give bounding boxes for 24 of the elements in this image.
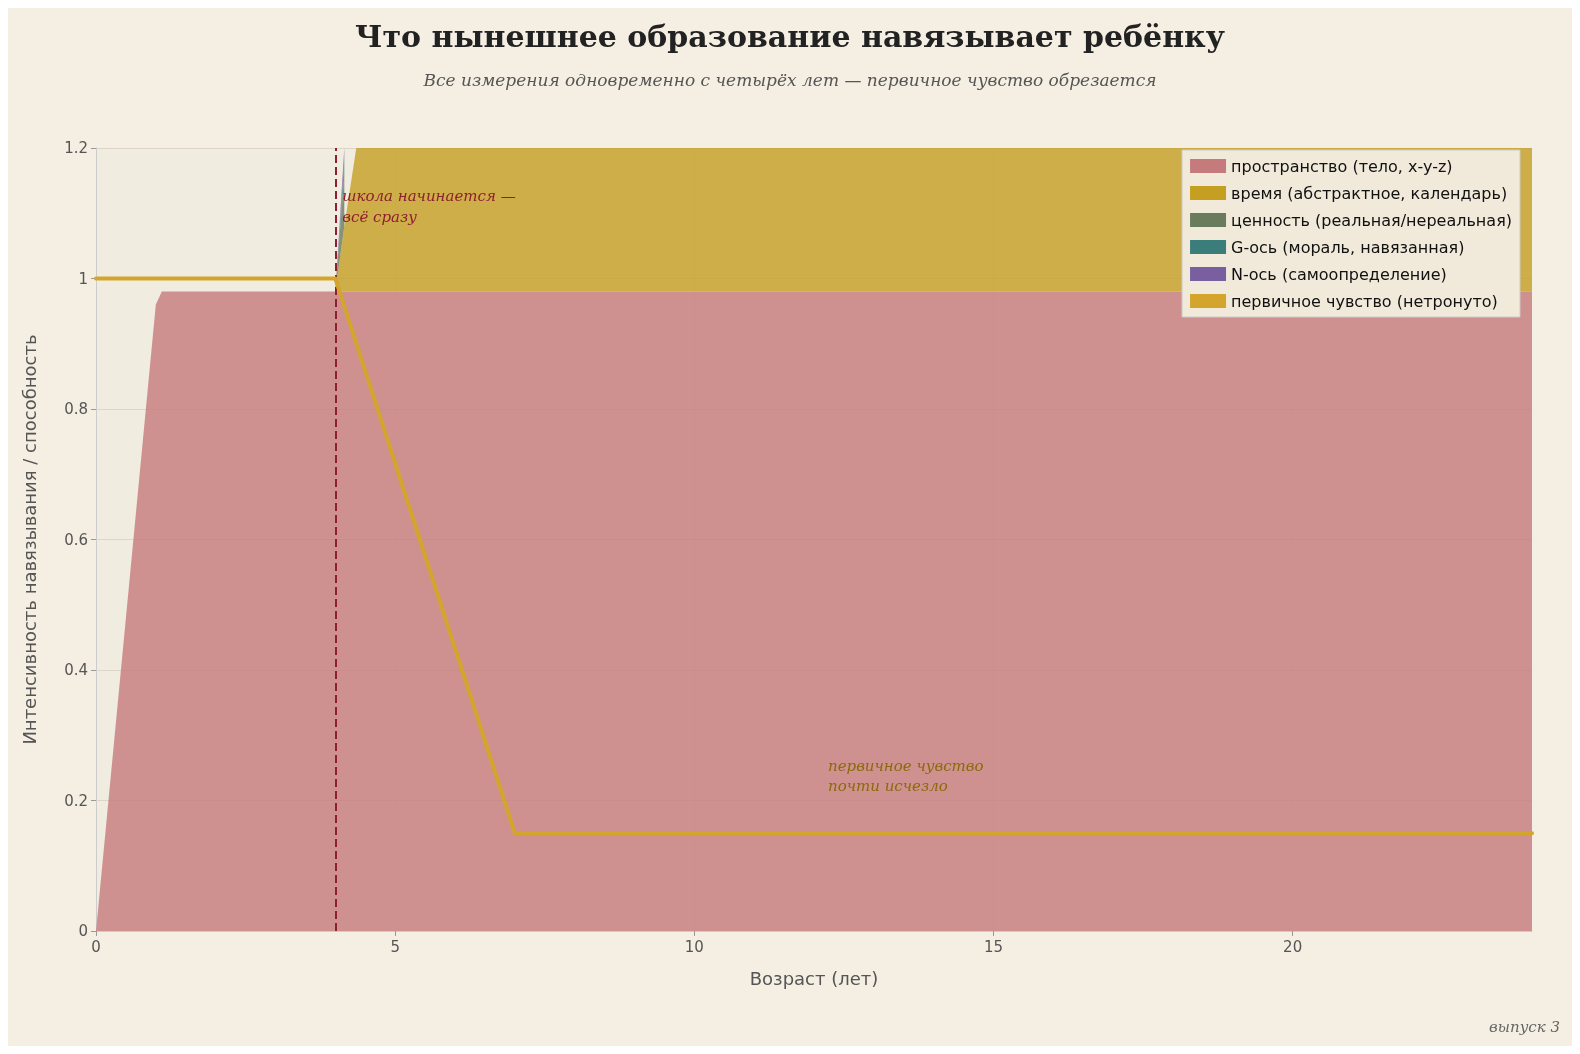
y-tick-label: 1 bbox=[78, 269, 88, 288]
x-tick-label: 0 bbox=[91, 937, 101, 956]
x-axis-title: Возраст (лет) bbox=[749, 967, 879, 989]
y-tick-label: 0.8 bbox=[64, 400, 88, 418]
y-axis-title: Интенсивность навязывания / способность bbox=[18, 334, 40, 745]
y-tick-label: 0.4 bbox=[64, 661, 88, 679]
x-tick-label: 5 bbox=[390, 937, 400, 956]
y-tick-label: 1.2 bbox=[64, 139, 88, 157]
x-tick-label: 10 bbox=[684, 937, 704, 956]
x-tick-label: 15 bbox=[983, 937, 1004, 956]
x-tick-label: 20 bbox=[1283, 937, 1303, 956]
legend-label: ценность (реальная/нереальная) bbox=[1231, 210, 1513, 230]
annotation: первичное чувство почти исчезло bbox=[828, 757, 984, 795]
y-tick-label: 0.6 bbox=[64, 530, 88, 549]
chart-subtitle: Все измерения одновременно с четырёх лет — первичное чувство обрезается bbox=[422, 69, 1157, 90]
legend-label: пространство (тело, x-y-z) bbox=[1231, 156, 1453, 176]
chart-title: Что нынешнее образование навязывает ребёнку bbox=[355, 18, 1225, 54]
legend-label: первичное чувство (нетронуто) bbox=[1231, 291, 1498, 311]
legend-label: время (абстрактное, календарь) bbox=[1231, 183, 1508, 203]
y-tick-label: 0 bbox=[78, 922, 88, 940]
legend-label: N-ось (самоопределение) bbox=[1231, 264, 1447, 284]
y-tick-label: 0.2 bbox=[64, 791, 88, 810]
legend-label: G-ось (мораль, навязанная) bbox=[1231, 237, 1465, 257]
text: выпуск 3 bbox=[1489, 1017, 1561, 1036]
